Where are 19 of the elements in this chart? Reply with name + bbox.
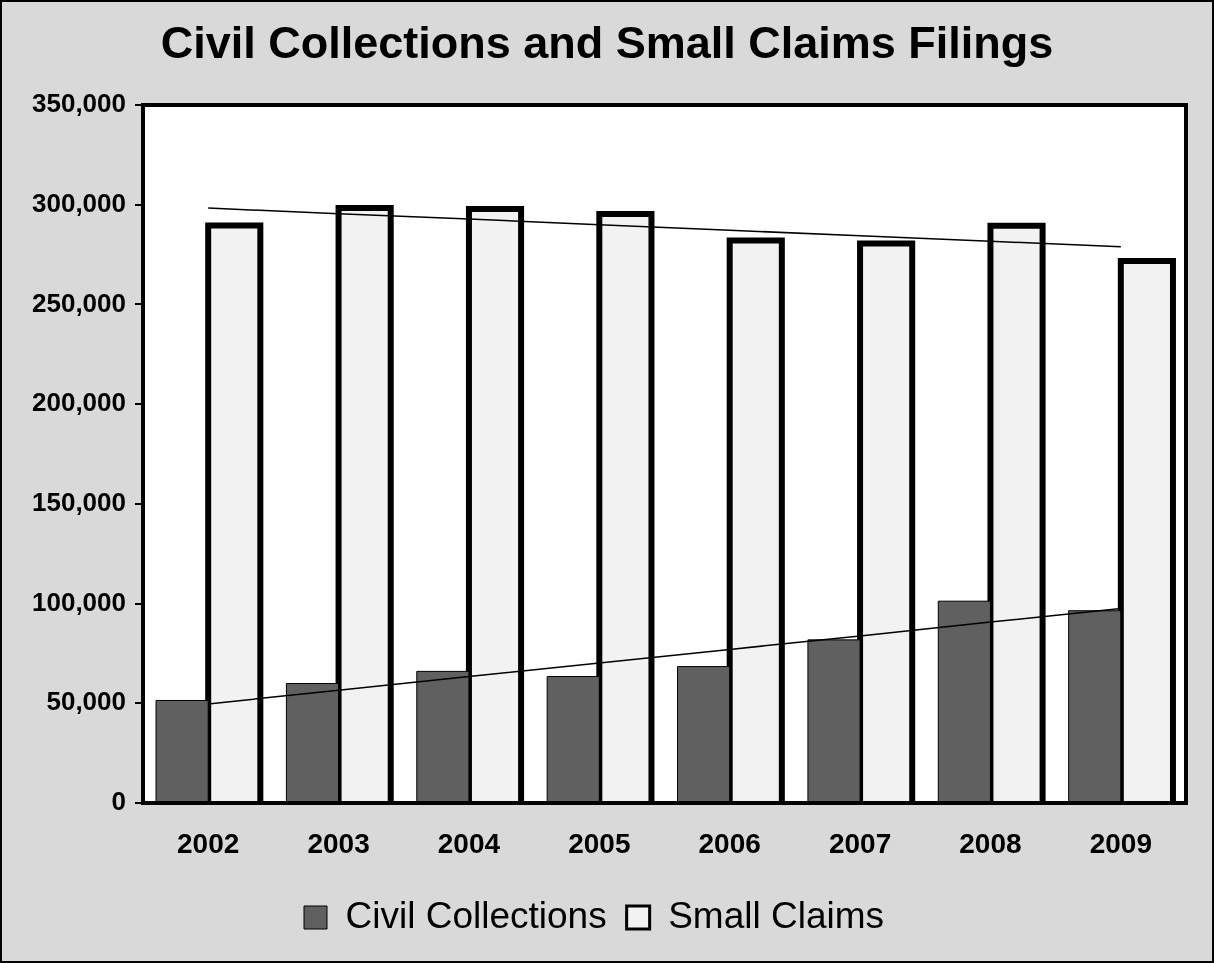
y-tick-label: 200,000 [32, 387, 126, 418]
y-tick-label: 100,000 [32, 586, 126, 617]
text: Small Claims [668, 894, 884, 936]
y-tick-label: 150,000 [32, 487, 126, 518]
legend-label: Civil Collections [345, 894, 607, 936]
y-tick-label: 250,000 [32, 287, 126, 318]
y-tick-label: 300,000 [32, 187, 126, 218]
y-tick-label: 0 [111, 786, 126, 817]
x-tick-label: 2009 [1089, 827, 1152, 859]
x-tick-label: 2002 [177, 827, 240, 859]
x-tick-label: 2003 [307, 827, 370, 859]
x-tick-label: 2005 [568, 827, 631, 859]
chart-title: Civil Collections and Small Claims Filings [160, 17, 1054, 69]
y-tick-label: 350,000 [32, 88, 126, 119]
x-tick-label: 2006 [698, 827, 761, 859]
y-tick-label: 50,000 [46, 686, 126, 717]
x-tick-label: 2007 [828, 827, 892, 859]
x-tick-label: 2004 [437, 827, 501, 859]
x-tick-label: 2008 [959, 827, 1022, 859]
